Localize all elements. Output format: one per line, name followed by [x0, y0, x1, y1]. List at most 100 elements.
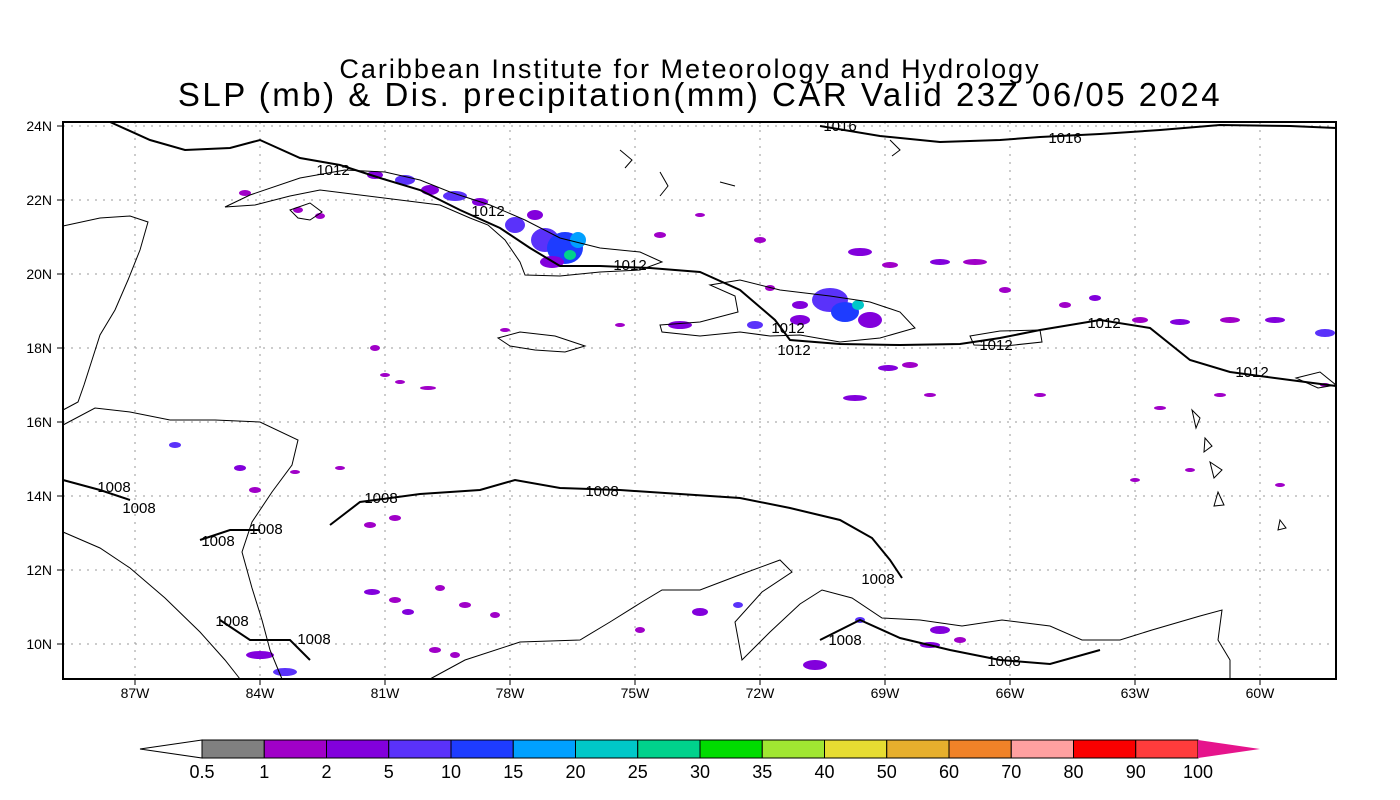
precip-cell	[505, 217, 525, 233]
colorbar-label: 25	[628, 762, 648, 782]
isobar-label: 1012	[316, 162, 349, 179]
precip-cell	[858, 312, 882, 328]
lat-label: 18N	[26, 340, 52, 356]
precip-cell	[249, 487, 261, 493]
isobar-label: 1012	[1235, 364, 1268, 381]
precip-cell	[692, 608, 708, 616]
bahamas-coast	[619, 139, 901, 197]
coastlines	[62, 139, 1338, 680]
lon-label: 69W	[871, 685, 901, 701]
isobar-label: 1016	[1048, 130, 1081, 147]
colorbar-swatch	[1010, 739, 1074, 759]
precip-cell	[1132, 317, 1148, 323]
precip-cell	[902, 362, 918, 368]
isobar-label: 1012	[777, 342, 810, 359]
precip-cell	[402, 609, 414, 615]
colorbar-label: 2	[321, 762, 331, 782]
precip-cell	[733, 602, 743, 608]
colorbar-swatch	[1135, 739, 1199, 759]
precip-cell	[654, 232, 666, 238]
map-plot-area: 1016 1016 1012 1012 1012 1012 1012 1012 …	[62, 118, 1338, 680]
precip-cell	[963, 259, 987, 265]
colorbar-swatch	[761, 739, 825, 759]
precip-cell	[930, 259, 950, 265]
lon-label: 87W	[121, 685, 151, 701]
colorbar-label: 40	[814, 762, 834, 782]
isobar-label: 1012	[771, 320, 804, 337]
colorbar-label: 30	[690, 762, 710, 782]
map-frame	[62, 121, 1337, 680]
colorbar-swatch	[824, 739, 888, 759]
south-america-coast	[429, 559, 1231, 680]
precip-cell	[615, 323, 625, 327]
latitude-labels: 24N 22N 20N 18N 16N 14N 12N 10N	[26, 118, 63, 652]
colorbar-swatch	[450, 739, 514, 759]
isle-of-youth-coast	[289, 202, 323, 221]
title-line-1: Caribbean Institute for Meteorology and …	[339, 54, 1040, 84]
isobar-label: 1008	[201, 533, 234, 550]
isobar-label: 1008	[828, 632, 861, 649]
isobar-label: 1008	[364, 490, 397, 507]
isobar-label: 1012	[613, 257, 646, 274]
colorbar-under-triangle	[139, 739, 203, 759]
precip-cell	[420, 386, 436, 390]
precip-cell	[954, 637, 966, 643]
precip-cell	[273, 668, 297, 676]
isobar-label: 1008	[122, 500, 155, 517]
precip-cell	[1265, 317, 1285, 323]
colorbar-label: 10	[441, 762, 461, 782]
precip-cell	[450, 652, 460, 658]
gridlines	[63, 122, 1336, 679]
precip-cell	[389, 597, 401, 603]
lat-label: 14N	[26, 488, 52, 504]
colorbar-swatch	[948, 739, 1012, 759]
precip-cell	[848, 248, 872, 256]
precip-cell	[635, 627, 645, 633]
precip-cell	[570, 232, 586, 248]
isobar-label: 1008	[215, 613, 248, 630]
yucatan-coast	[62, 215, 149, 411]
precip-cell	[1170, 319, 1190, 325]
precip-cell	[500, 328, 510, 332]
colorbar-swatch	[699, 739, 763, 759]
precip-cell	[878, 365, 898, 371]
precip-cell	[1034, 393, 1046, 397]
precip-cell	[882, 262, 898, 268]
lon-label: 72W	[746, 685, 776, 701]
precip-cell	[790, 315, 810, 325]
precip-cell	[435, 585, 445, 591]
colorbar-label: 60	[939, 762, 959, 782]
precip-cell	[1220, 317, 1240, 323]
precip-cell	[695, 213, 705, 217]
precip-cell	[527, 210, 543, 220]
precip-cell	[1315, 329, 1335, 337]
precip-cell	[1130, 478, 1140, 482]
precip-cell	[443, 191, 467, 201]
puerto-rico-coast	[969, 329, 1043, 347]
precip-cell	[668, 321, 692, 329]
precip-cell	[234, 465, 246, 471]
isobar-1012-north	[109, 121, 1337, 387]
isobars	[62, 121, 1337, 666]
isobar-label: 1008	[249, 521, 282, 538]
colorbar-legend: 0.5 1 2 5 10 15 20 25 30 35 40 50 60 70 80 90 100	[139, 739, 1260, 782]
precip-cell	[1059, 302, 1071, 308]
isobar-1016	[819, 123, 1337, 144]
hispaniola-coast	[659, 279, 916, 343]
precip-cell	[803, 660, 827, 670]
lon-label: 63W	[1121, 685, 1151, 701]
precip-cell	[1275, 483, 1285, 487]
precip-cell	[335, 466, 345, 470]
precip-cell	[831, 302, 859, 322]
isobar-label: 1016	[823, 118, 856, 135]
isobar-1008-south	[819, 618, 1101, 666]
colorbar-swatch	[201, 739, 265, 759]
isobar-1008-central	[62, 478, 903, 579]
colorbar-label: 15	[503, 762, 523, 782]
precip-cell	[429, 647, 441, 653]
lat-label: 24N	[26, 118, 52, 134]
precip-cell	[169, 442, 181, 448]
colorbar-over-triangle	[1198, 740, 1260, 758]
isobar-label: 1012	[471, 203, 504, 220]
